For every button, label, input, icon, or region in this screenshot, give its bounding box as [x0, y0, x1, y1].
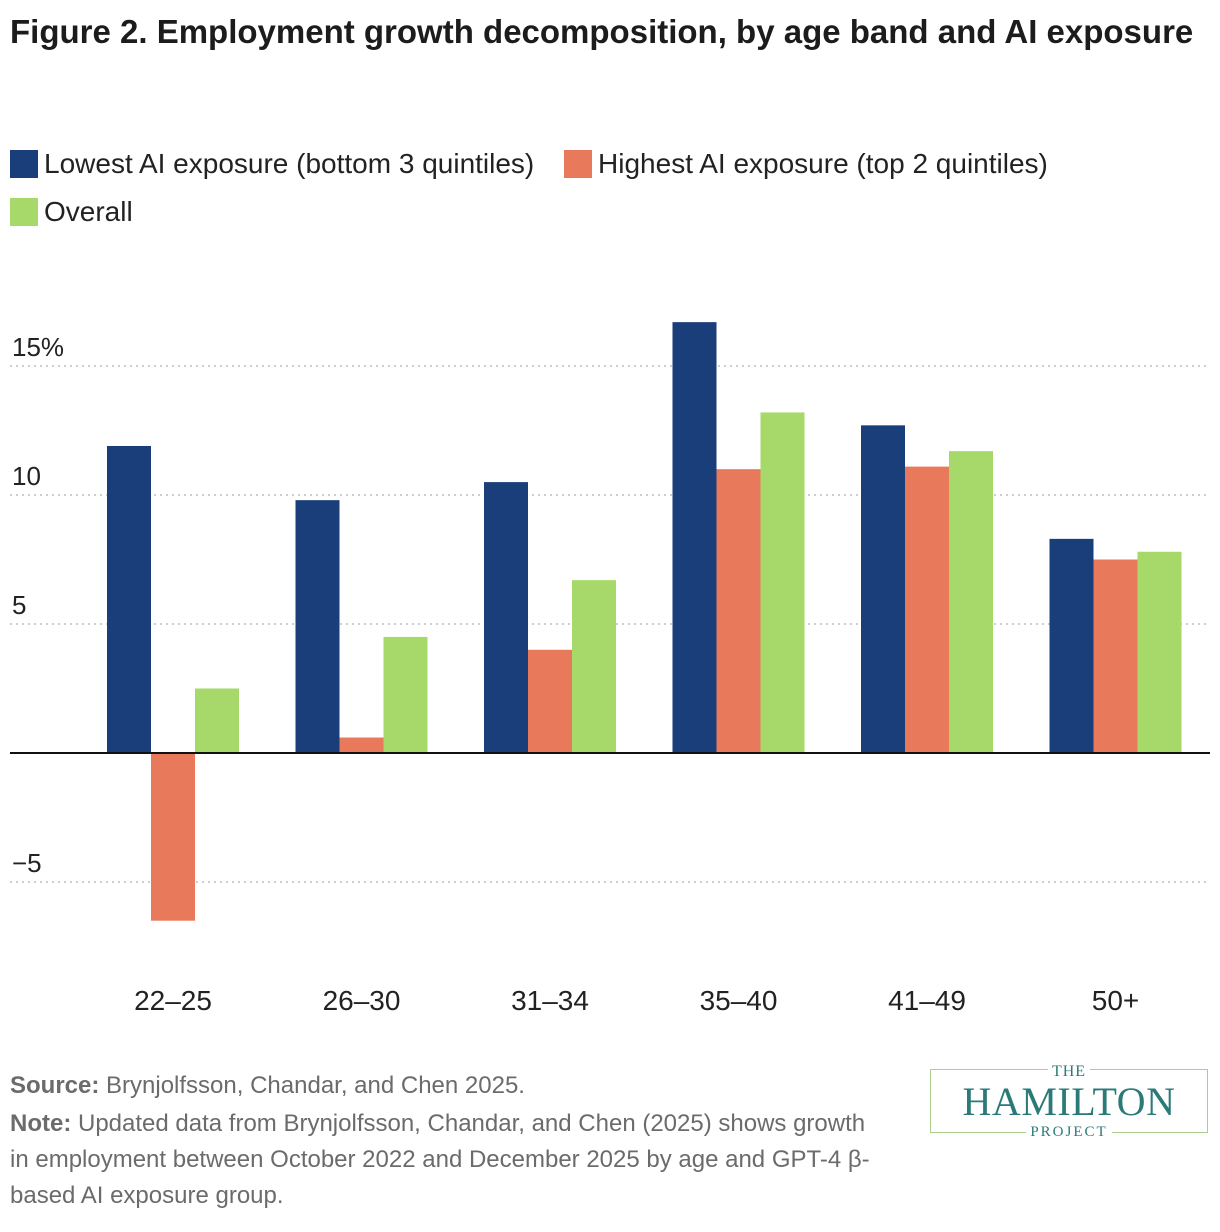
logo-the: THE — [1047, 1063, 1091, 1080]
note-line: Note: Updated data from Brynjolfsson, Ch… — [10, 1106, 890, 1214]
bar-22–25-series-2 — [195, 688, 239, 753]
bar-41–49-series-0 — [861, 425, 905, 753]
bar-41–49-series-2 — [949, 451, 993, 753]
legend-swatch-highest — [564, 150, 593, 178]
source-text: Brynjolfsson, Chandar, and Chen 2025. — [106, 1072, 525, 1099]
bar-35–40-series-2 — [760, 412, 805, 753]
bar-chart: −5 5 10 15% 22–25 26–30 31–34 35–40 41–49 50+ — [10, 322, 1210, 1016]
bar-31–34-series-1 — [528, 649, 572, 753]
source-label: Source: — [10, 1072, 100, 1099]
x-tick-label-2: 31–34 — [511, 985, 589, 1016]
bar-35–40-series-0 — [672, 322, 717, 753]
y-tick-label-0: −5 — [12, 848, 42, 878]
x-tick-label-0: 22–25 — [134, 985, 212, 1016]
legend: Lowest AI exposure (bottom 3 quintiles) … — [10, 146, 1210, 242]
bar-31–34-series-2 — [572, 580, 616, 753]
logo-name: HAMILTON — [962, 1079, 1176, 1124]
legend-swatch-lowest — [10, 150, 38, 178]
x-tick-label-5: 50+ — [1092, 985, 1140, 1016]
bar-26–30-series-2 — [383, 636, 428, 753]
legend-item-highest: Highest AI exposure (top 2 quintiles) — [564, 146, 1048, 182]
bar-35–40-series-1 — [716, 469, 761, 753]
source-line: Source: Brynjolfsson, Chandar, and Chen … — [10, 1068, 890, 1104]
legend-item-lowest: Lowest AI exposure (bottom 3 quintiles) — [10, 146, 534, 182]
logo-project: PROJECT — [1026, 1124, 1112, 1140]
y-tick-label-1: 5 — [12, 590, 26, 620]
legend-item-overall: Overall — [10, 194, 133, 230]
note-text: Updated data from Brynjolfsson, Chandar,… — [10, 1110, 870, 1209]
footer: Source: Brynjolfsson, Chandar, and Chen … — [10, 1068, 890, 1216]
legend-label-overall: Overall — [44, 196, 133, 227]
legend-swatch-overall — [10, 198, 38, 226]
x-tick-label-4: 41–49 — [888, 985, 966, 1016]
bar-26–30-series-1 — [339, 737, 384, 753]
bar-22–25-series-0 — [107, 445, 151, 753]
bar-41–49-series-1 — [905, 466, 949, 753]
y-tick-label-2: 10 — [12, 461, 41, 491]
bar-50+-series-1 — [1093, 559, 1138, 753]
legend-label-lowest: Lowest AI exposure (bottom 3 quintiles) — [44, 148, 535, 179]
hamilton-project-logo: THE HAMILTON PROJECT — [930, 1063, 1208, 1140]
x-tick-label-1: 26–30 — [323, 985, 401, 1016]
note-label: Note: — [10, 1110, 72, 1137]
chart-title: Figure 2. Employment growth decompositio… — [10, 13, 1194, 50]
bar-50+-series-2 — [1137, 551, 1182, 753]
y-tick-label-3: 15% — [12, 332, 64, 362]
bar-50+-series-0 — [1049, 538, 1094, 753]
bar-22–25-series-1 — [151, 753, 195, 921]
x-tick-label-3: 35–40 — [700, 985, 778, 1016]
bar-26–30-series-0 — [295, 500, 340, 753]
bar-31–34-series-0 — [484, 482, 528, 753]
legend-label-highest: Highest AI exposure (top 2 quintiles) — [598, 148, 1048, 179]
